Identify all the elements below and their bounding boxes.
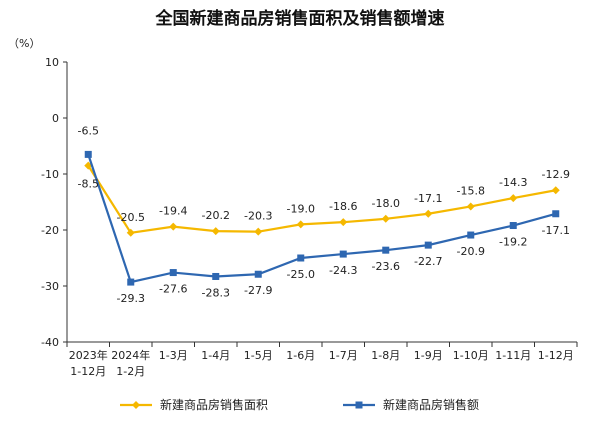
data-label: -17.1	[414, 192, 442, 205]
data-label: -27.6	[159, 283, 187, 296]
x-tick-label: 1-2月	[116, 365, 145, 378]
data-point-sales	[84, 150, 92, 158]
data-point-sales	[254, 270, 262, 278]
data-point-area	[169, 222, 178, 231]
data-point-sales	[169, 269, 177, 277]
x-tick-label: 1-8月	[371, 349, 400, 362]
y-tick-label: -10	[41, 168, 59, 181]
data-label: -24.3	[329, 264, 357, 277]
data-label: -20.3	[244, 210, 272, 223]
data-label: -6.5	[78, 124, 99, 137]
data-point-sales	[297, 254, 305, 262]
series-layer	[84, 150, 560, 286]
legend: 新建商品房销售面积 新建商品房销售额	[120, 397, 479, 412]
data-point-area	[254, 227, 263, 236]
data-label: -27.9	[244, 284, 272, 297]
data-label: -14.3	[499, 176, 527, 189]
x-tick-label: 1-10月	[453, 349, 489, 362]
data-label: -25.0	[287, 268, 315, 281]
data-label: -18.0	[372, 197, 400, 210]
data-point-area	[339, 218, 348, 227]
y-tick-label: -20	[41, 224, 59, 237]
chart-title: 全国新建商品房销售面积及销售额增速	[155, 8, 445, 29]
data-label: -29.3	[117, 292, 145, 305]
data-label: -22.7	[414, 255, 442, 268]
y-tick-label: 10	[45, 56, 59, 69]
y-tick-label: -30	[41, 280, 59, 293]
axes: 10 0 -10 -20 -30 -40 2023年 1-12月 2024年 1-2月 1-3月 1-…	[41, 56, 578, 378]
data-point-area	[296, 220, 305, 229]
data-point-sales	[339, 250, 347, 258]
data-label: -20.9	[457, 245, 485, 258]
data-point-area	[424, 209, 433, 218]
data-label: -28.3	[202, 286, 230, 299]
legend-label: 新建商品房销售面积	[160, 397, 268, 412]
x-tick-label: 2023年	[69, 348, 108, 362]
y-unit-label: （%）	[8, 37, 40, 50]
data-label: -12.9	[542, 168, 570, 181]
x-tick-label: 1-11月	[495, 349, 531, 362]
data-label: -15.8	[457, 184, 485, 197]
x-tick-label: 1-3月	[159, 349, 188, 362]
x-tick-label: 1-4月	[201, 349, 230, 362]
legend-swatch-marker	[355, 401, 363, 409]
x-tick-label: 1-9月	[414, 349, 443, 362]
x-tick-label: 1-5月	[244, 349, 273, 362]
data-point-area	[381, 214, 390, 223]
data-label: -20.2	[202, 209, 230, 222]
data-point-sales	[552, 210, 560, 218]
data-label: -23.6	[372, 260, 400, 273]
x-tick-label: 1-7月	[329, 349, 358, 362]
data-point-sales	[467, 231, 475, 239]
data-label: -8.5	[78, 178, 99, 191]
x-tick-label: 1-12月	[538, 349, 574, 362]
data-point-area	[509, 194, 518, 203]
series-line-0	[87, 165, 556, 234]
legend-swatch-marker	[132, 401, 140, 409]
series-line-1	[87, 154, 557, 284]
y-tick-label: -40	[41, 336, 59, 349]
y-tick-label: 0	[52, 112, 59, 125]
data-point-area	[126, 228, 135, 237]
data-point-sales	[382, 246, 390, 254]
data-point-area	[466, 202, 475, 211]
data-label: -19.2	[499, 236, 527, 249]
data-label: -19.4	[159, 205, 187, 218]
data-label: -17.1	[542, 224, 570, 237]
data-label: -19.0	[287, 202, 315, 215]
data-label: -20.5	[117, 211, 145, 224]
data-point-sales	[424, 241, 432, 249]
data-point-area	[551, 186, 560, 195]
data-labels: -8.5 -20.5 -19.4 -20.2 -20.3 -19.0 -18.6 -18.0 -…	[78, 124, 570, 305]
x-tick-label: 2024年	[111, 348, 150, 362]
data-point-sales	[127, 278, 135, 286]
x-tick-label: 1-6月	[286, 349, 315, 362]
data-point-area	[211, 227, 220, 236]
legend-label: 新建商品房销售额	[383, 397, 479, 412]
data-point-sales	[509, 222, 517, 230]
data-point-sales	[212, 272, 220, 280]
x-tick-label: 1-12月	[70, 365, 106, 378]
data-label: -18.6	[329, 200, 357, 213]
